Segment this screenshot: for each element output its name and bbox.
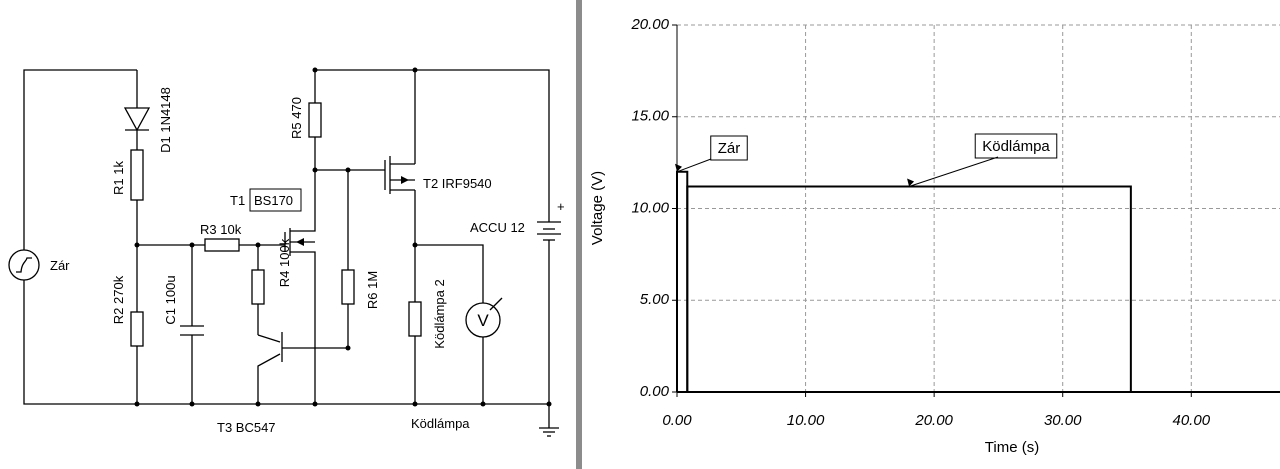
arrow-head bbox=[907, 178, 915, 187]
label: Ködlámpa bbox=[411, 416, 470, 431]
diode bbox=[123, 107, 151, 132]
legend-box bbox=[974, 133, 1058, 159]
legend-box bbox=[710, 135, 748, 161]
wire bbox=[257, 353, 281, 404]
y-axis-label: Voltage (V) bbox=[589, 171, 606, 245]
part-box bbox=[249, 188, 302, 212]
arrow bbox=[296, 238, 304, 246]
label: + bbox=[557, 199, 565, 214]
label: T3 BC547 bbox=[217, 420, 276, 435]
label: Zár bbox=[50, 258, 70, 273]
label: R1 1k bbox=[111, 161, 126, 195]
resistor bbox=[130, 149, 144, 201]
label: T2 IRF9540 bbox=[423, 176, 492, 191]
schematic-labels: Zár D1 1N4148 R1 1k R2 270k C1 100u R3 1… bbox=[50, 87, 565, 435]
label: BS170 bbox=[254, 193, 293, 208]
label: C1 100u bbox=[163, 275, 178, 324]
source-symbol bbox=[16, 257, 32, 273]
annotation-arrow bbox=[676, 158, 712, 173]
y-tick-label: 15.00 bbox=[631, 108, 669, 125]
series-line bbox=[677, 185, 1280, 393]
annotation-arrow bbox=[908, 156, 999, 187]
label: R5 470 bbox=[289, 97, 304, 139]
resistor bbox=[341, 269, 355, 305]
x-axis-label: Time (s) bbox=[985, 439, 1039, 456]
meter-arrow bbox=[489, 297, 503, 311]
x-tick-label: 20.00 bbox=[914, 412, 953, 429]
schematic bbox=[8, 67, 561, 437]
label: V bbox=[477, 311, 489, 330]
arrow-head bbox=[675, 163, 682, 172]
label: T1 bbox=[230, 193, 245, 208]
y-tick-label: 10.00 bbox=[631, 199, 669, 216]
label: D1 1N4148 bbox=[158, 87, 173, 153]
y-tick-label: 0.00 bbox=[640, 383, 670, 400]
label: R4 100k bbox=[277, 238, 292, 287]
label: Ködlámpa 2 bbox=[432, 279, 447, 348]
label: ACCU 12 bbox=[470, 220, 525, 235]
divider bbox=[576, 0, 582, 469]
y-tick-label: 5.00 bbox=[640, 291, 670, 308]
x-tick-label: 40.00 bbox=[1173, 412, 1211, 429]
wire bbox=[290, 170, 316, 232]
label: R2 270k bbox=[111, 275, 126, 324]
label: R3 10k bbox=[200, 222, 242, 237]
wire bbox=[23, 69, 549, 405]
wire bbox=[290, 251, 316, 404]
resistor bbox=[251, 269, 265, 305]
x-tick-label: 30.00 bbox=[1044, 412, 1082, 429]
y-tick-label: 20.00 bbox=[630, 16, 669, 33]
source bbox=[8, 249, 40, 281]
legend-label: Zár bbox=[718, 140, 741, 157]
wire bbox=[315, 69, 550, 222]
arrow bbox=[401, 176, 409, 184]
wire bbox=[415, 244, 484, 303]
resistor bbox=[408, 301, 422, 337]
junctions bbox=[134, 67, 552, 407]
wire bbox=[257, 334, 281, 343]
series-line bbox=[676, 170, 1280, 393]
resistor bbox=[130, 311, 144, 347]
label: R6 1M bbox=[365, 271, 380, 309]
x-tick-label: 10.00 bbox=[787, 412, 825, 429]
x-tick-label: 0.00 bbox=[662, 412, 692, 429]
resistor bbox=[308, 102, 322, 138]
legend-label: Ködlámpa bbox=[982, 138, 1050, 155]
resistor bbox=[204, 238, 240, 252]
